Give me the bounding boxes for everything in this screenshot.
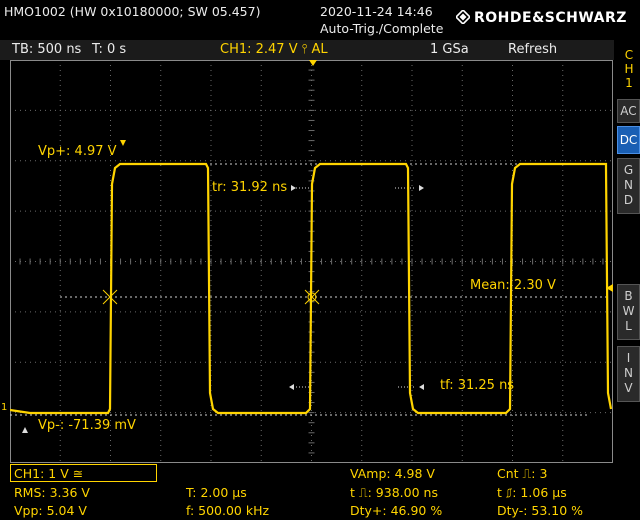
vp-minus-label: Vp-: -71.39 mV (38, 418, 136, 433)
tr-arrow-icon (291, 185, 296, 191)
invert-button[interactable]: I N V (617, 346, 640, 402)
ch-letter-c: C (624, 48, 634, 62)
trigger-time-label[interactable]: T: 0 s (92, 42, 127, 57)
sample-rate-label: 1 GSa (430, 42, 469, 57)
status-bar (0, 40, 614, 60)
waveform-display[interactable] (10, 60, 613, 463)
neg-width-value: t ⎎: 1.06 µs (497, 485, 567, 500)
count-value: Cnt ⎍: 3 (497, 466, 548, 481)
tf-arrow-icon (289, 384, 294, 390)
measurement-panel (0, 463, 640, 520)
bwl-letter: B (624, 289, 633, 303)
gnd-letter: D (623, 193, 634, 207)
rms-value: RMS: 3.36 V (14, 485, 90, 500)
rs-logo-icon (456, 10, 470, 24)
vp-minus-marker-icon (22, 427, 28, 433)
ac-coupling-button[interactable]: AC (617, 99, 640, 123)
dc-coupling-button[interactable]: DC (617, 126, 640, 154)
fall-time-label: tf: 31.25 ns (440, 378, 515, 393)
neg-duty-value: Dty-: 53.10 % (497, 503, 584, 518)
tr-arrow-icon (419, 185, 424, 191)
vp-plus-label: Vp+: 4.97 V (38, 144, 117, 159)
inv-letter: N (624, 366, 633, 380)
trigger-state: Auto-Trig./Complete (320, 21, 444, 36)
gnd-coupling-button[interactable]: G N D (617, 158, 640, 214)
channel-scale-box[interactable] (10, 464, 157, 482)
model-info: HMO1002 (HW 0x10180000; SW 05.457) (4, 4, 261, 19)
channel-scale-label: CH1: 1 V ≅ (14, 466, 84, 481)
trigger-level-icon[interactable] (606, 284, 613, 292)
pos-width-value: t ⎍: 938.00 ns (350, 485, 438, 500)
bwl-letter: L (625, 319, 632, 333)
bwl-button[interactable]: B W L (617, 284, 640, 340)
gnd-letter: G (623, 163, 634, 177)
ch1-waveform-trace (10, 162, 613, 415)
trigger-level-label[interactable]: CH1: 2.47 V ⫯ AL (220, 42, 328, 57)
vpp-value: Vpp: 5.04 V (14, 503, 87, 518)
vamp-value: VAmp: 4.98 V (350, 466, 435, 481)
vp-plus-marker-icon (120, 140, 126, 146)
tf-arrow-icon (419, 384, 424, 390)
ch-letter-h: H (624, 62, 634, 76)
gnd-letter: N (624, 178, 633, 192)
inv-letter: V (624, 381, 633, 395)
frequency-value: f: 500.00 kHz (186, 503, 270, 518)
bwl-letter: W (622, 304, 635, 318)
datetime: 2020-11-24 14:46 (320, 4, 433, 19)
trigger-position-icon[interactable] (309, 60, 317, 66)
pos-duty-value: Dty+: 46.90 % (350, 503, 443, 518)
timebase-label[interactable]: TB: 500 ns (12, 42, 82, 57)
rise-time-label: tr: 31.92 ns (212, 180, 288, 195)
acquisition-mode-label[interactable]: Refresh (508, 42, 558, 57)
channel-indicator: C H 1 (619, 48, 639, 90)
mean-label: Mean: 2.30 V (470, 278, 556, 293)
inv-letter: I (626, 351, 631, 365)
period-value: T: 2.00 µs (186, 485, 247, 500)
brand-name: ROHDE&SCHWARZ (474, 10, 627, 26)
ground-reference-marker[interactable]: 1 (1, 402, 8, 413)
title-bar (0, 0, 640, 40)
brand-logo: ROHDE&SCHWARZ (456, 10, 627, 26)
ch-number: 1 (625, 76, 633, 90)
